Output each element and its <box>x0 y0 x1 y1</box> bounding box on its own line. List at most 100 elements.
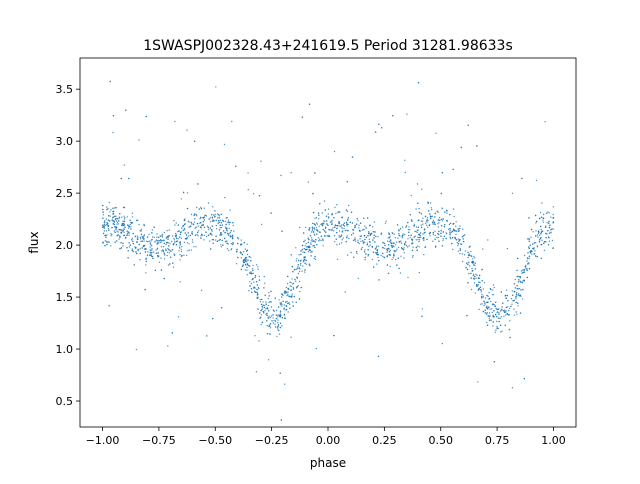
data-point <box>375 235 377 238</box>
data-point <box>300 286 302 289</box>
data-point <box>545 232 547 235</box>
data-point <box>540 216 543 218</box>
data-point <box>195 213 197 216</box>
data-point <box>374 248 377 250</box>
data-point <box>333 334 335 337</box>
data-point <box>207 202 210 204</box>
data-point <box>487 239 489 241</box>
data-point <box>296 267 299 269</box>
data-point <box>538 231 540 233</box>
data-point <box>134 235 137 238</box>
data-point <box>310 251 312 253</box>
data-point <box>418 239 421 241</box>
data-point <box>434 223 436 226</box>
data-point <box>292 305 294 307</box>
data-point <box>209 220 212 223</box>
data-point <box>157 252 160 254</box>
data-point <box>544 226 547 228</box>
data-point <box>360 248 363 250</box>
data-point <box>336 225 339 227</box>
data-point <box>256 296 258 298</box>
data-point <box>550 231 552 234</box>
data-point <box>256 293 259 295</box>
data-point <box>271 320 273 322</box>
data-point <box>272 309 275 311</box>
data-point <box>548 232 551 234</box>
data-point <box>539 239 541 241</box>
data-point <box>338 222 341 224</box>
data-point <box>516 285 518 287</box>
data-point <box>472 270 474 272</box>
data-point <box>377 236 379 238</box>
data-point <box>270 306 273 308</box>
data-point <box>454 236 456 239</box>
data-point <box>319 231 321 233</box>
data-point <box>499 317 501 319</box>
data-point <box>252 269 254 272</box>
data-point <box>300 253 302 256</box>
data-point <box>197 183 199 185</box>
data-point <box>199 217 201 220</box>
data-point <box>361 246 363 249</box>
data-point <box>492 293 494 296</box>
data-point <box>468 253 470 255</box>
data-point <box>514 278 516 281</box>
data-point <box>233 230 235 232</box>
data-point <box>487 307 489 309</box>
data-point <box>491 308 493 310</box>
data-point <box>115 207 117 209</box>
data-point <box>535 230 537 232</box>
data-point <box>231 244 234 246</box>
data-point <box>224 196 226 199</box>
data-point <box>528 255 531 257</box>
data-point <box>528 268 531 270</box>
data-point <box>212 220 214 222</box>
data-point <box>247 259 249 261</box>
data-point <box>267 297 269 300</box>
data-point <box>338 234 340 236</box>
data-point <box>290 254 292 256</box>
data-point <box>351 234 353 236</box>
data-point <box>193 213 196 215</box>
data-point <box>146 254 149 256</box>
data-point <box>163 277 165 280</box>
data-point <box>295 247 297 249</box>
data-point <box>404 241 407 243</box>
data-point <box>378 123 380 126</box>
data-point <box>324 235 326 237</box>
data-point <box>152 257 154 260</box>
data-point <box>372 239 374 241</box>
data-point <box>513 291 516 293</box>
data-point <box>517 257 519 260</box>
data-point <box>242 260 245 262</box>
data-point <box>307 181 309 183</box>
data-point <box>133 264 135 266</box>
data-point <box>543 242 545 244</box>
data-point <box>461 236 464 238</box>
data-point <box>256 291 258 294</box>
data-point <box>294 278 296 281</box>
data-point <box>188 243 190 245</box>
data-point <box>453 215 455 218</box>
data-point <box>378 279 380 281</box>
data-point <box>532 243 534 245</box>
data-point <box>228 227 230 230</box>
data-point <box>309 249 312 251</box>
data-point <box>286 300 288 303</box>
data-point <box>220 246 223 248</box>
data-point <box>269 323 272 325</box>
data-point <box>151 249 153 251</box>
data-point <box>200 206 202 208</box>
data-point <box>107 219 110 221</box>
data-point <box>246 266 248 269</box>
data-point <box>153 226 155 228</box>
data-point <box>530 228 533 231</box>
data-point <box>345 221 348 224</box>
data-point <box>187 250 189 252</box>
data-point <box>273 310 275 312</box>
data-point <box>212 242 214 244</box>
data-point <box>367 235 369 237</box>
data-point <box>136 241 138 243</box>
data-point <box>132 250 134 253</box>
data-point <box>229 231 232 234</box>
